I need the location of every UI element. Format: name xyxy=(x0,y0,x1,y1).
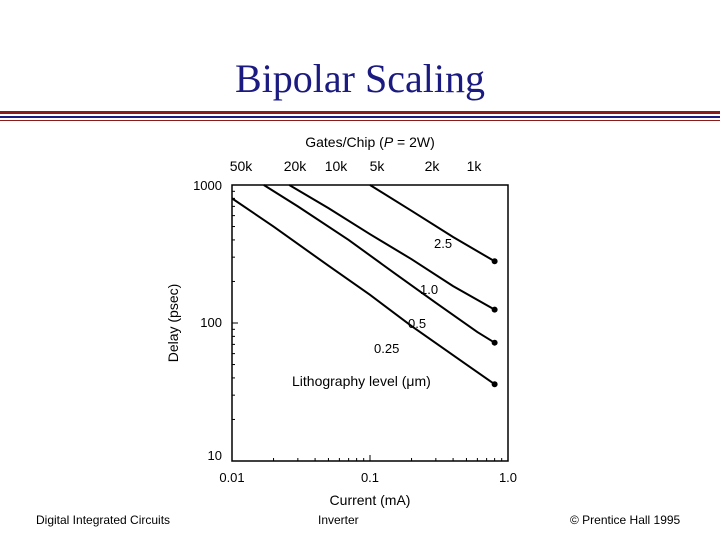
series-label-0.25: 0.25 xyxy=(374,341,399,356)
footer-center: Inverter xyxy=(318,513,359,527)
x-tick-label-1.0: 1.0 xyxy=(499,470,517,485)
title-rule-blue xyxy=(0,116,720,118)
lithography-legend-text: Lithography level (μm) xyxy=(292,373,431,389)
footer-left: Digital Integrated Circuits xyxy=(36,513,171,527)
series-lines xyxy=(231,184,498,388)
footer-right: © Prentice Hall 1995 xyxy=(570,513,681,527)
top-tick-label-50k: 50k xyxy=(230,158,254,174)
title-rule-red-thin xyxy=(0,120,720,121)
x-axis-label: Current (mA) xyxy=(330,492,411,508)
y-tick-label-1000: 1000 xyxy=(193,178,222,193)
top-tick-label-20k: 20k xyxy=(284,158,308,174)
x-tick-label-0.1: 0.1 xyxy=(361,470,379,485)
series-line-2.5 xyxy=(369,184,496,263)
series-line-0.25 xyxy=(231,197,496,386)
series-line-0.5 xyxy=(263,184,496,344)
series-endpoint-2.5 xyxy=(491,258,498,265)
y-tick-label-10: 10 xyxy=(208,448,222,463)
top-tick-label-5k: 5k xyxy=(370,158,386,174)
title-rule-red xyxy=(0,111,720,114)
y-tick-label-100: 100 xyxy=(200,315,222,330)
slide-title: Bipolar Scaling xyxy=(235,56,485,101)
x-tick-label-0.01: 0.01 xyxy=(219,470,244,485)
series-line-1.0 xyxy=(288,184,496,311)
series-endpoint-1.0 xyxy=(491,306,498,313)
top-tick-label-2k: 2k xyxy=(425,158,441,174)
series-endpoint-0.25 xyxy=(491,381,498,388)
top-tick-label-1k: 1k xyxy=(467,158,483,174)
top-tick-label-10k: 10k xyxy=(325,158,349,174)
series-endpoint-0.5 xyxy=(491,339,498,346)
series-label-1.0: 1.0 xyxy=(420,282,438,297)
y-axis-label: Delay (psec) xyxy=(165,284,181,363)
top-axis-label: Gates/Chip (P = 2W) xyxy=(305,134,435,150)
series-label-2.5: 2.5 xyxy=(434,236,452,251)
series-label-0.5: 0.5 xyxy=(408,316,426,331)
axis-ticks xyxy=(231,190,503,462)
